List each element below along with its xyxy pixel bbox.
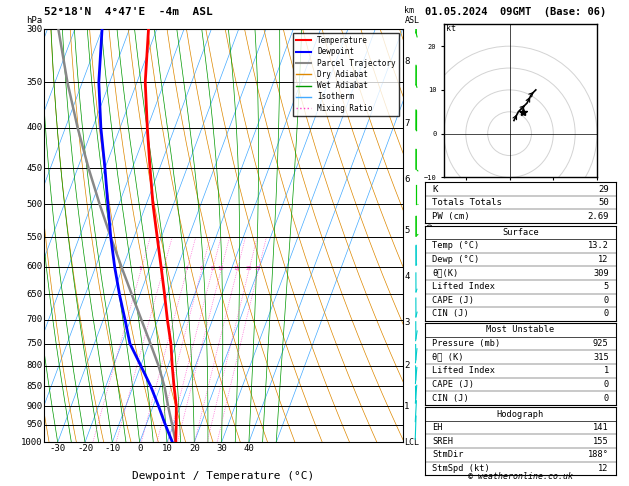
Text: 155: 155 [593,437,609,446]
Text: CIN (J): CIN (J) [432,310,469,318]
Text: hPa: hPa [26,16,42,25]
Text: 500: 500 [26,200,42,209]
Text: 750: 750 [26,339,42,348]
Text: Hodograph: Hodograph [497,410,544,418]
Text: 4: 4 [404,272,409,280]
Text: LCL: LCL [404,438,420,447]
Text: 40: 40 [243,444,254,453]
Text: EH: EH [432,423,443,432]
Text: 600: 600 [26,262,42,272]
Text: 01.05.2024  09GMT  (Base: 06): 01.05.2024 09GMT (Base: 06) [425,7,606,17]
Text: 5: 5 [603,282,609,291]
Text: 0: 0 [603,394,609,402]
Text: 0: 0 [137,444,142,453]
Text: Temp (°C): Temp (°C) [432,242,479,250]
Text: 950: 950 [26,420,42,429]
Text: -20: -20 [77,444,93,453]
Text: 7: 7 [404,119,409,128]
Text: Lifted Index: Lifted Index [432,366,495,375]
Text: Most Unstable: Most Unstable [486,326,555,334]
Text: 400: 400 [26,123,42,132]
Text: Mixing Ratio (g/kg): Mixing Ratio (g/kg) [426,188,435,283]
Text: 5: 5 [404,226,409,235]
Text: Pressure (mb): Pressure (mb) [432,339,501,348]
Text: Totals Totals: Totals Totals [432,198,502,207]
Text: 0: 0 [603,380,609,389]
Text: 1: 1 [603,366,609,375]
Text: 13.2: 13.2 [587,242,609,250]
Text: 6: 6 [404,175,409,184]
Text: © weatheronline.co.uk: © weatheronline.co.uk [469,472,573,481]
Text: 309: 309 [593,269,609,278]
Text: 925: 925 [593,339,609,348]
Text: -30: -30 [50,444,66,453]
Text: 850: 850 [26,382,42,391]
Text: 188°: 188° [587,451,609,459]
Text: 4: 4 [184,266,188,271]
Text: 30: 30 [216,444,227,453]
Text: CAPE (J): CAPE (J) [432,380,474,389]
Text: 141: 141 [593,423,609,432]
Text: 1: 1 [404,401,409,411]
Text: 20: 20 [189,444,199,453]
Text: km
ASL: km ASL [404,6,420,25]
Text: Dewp (°C): Dewp (°C) [432,255,479,264]
Text: PW (cm): PW (cm) [432,212,470,221]
Text: StmDir: StmDir [432,451,464,459]
Text: 300: 300 [26,25,42,34]
Text: 550: 550 [26,233,42,242]
Text: 10: 10 [162,444,172,453]
Text: CAPE (J): CAPE (J) [432,296,474,305]
Text: 900: 900 [26,401,42,411]
Text: θᴁ (K): θᴁ (K) [432,353,464,362]
Text: 650: 650 [26,290,42,299]
Text: 1000: 1000 [21,438,42,447]
Text: 15: 15 [233,266,240,271]
Text: 0: 0 [603,296,609,305]
Text: 2: 2 [161,266,164,271]
Legend: Temperature, Dewpoint, Parcel Trajectory, Dry Adiabat, Wet Adiabat, Isotherm, Mi: Temperature, Dewpoint, Parcel Trajectory… [292,33,399,116]
Text: 800: 800 [26,361,42,370]
Text: 50: 50 [598,198,609,207]
Text: 25: 25 [255,266,261,271]
Text: kt: kt [446,24,456,33]
Text: CIN (J): CIN (J) [432,394,469,402]
Text: K: K [432,185,438,193]
Text: Surface: Surface [502,228,539,237]
Text: 2.69: 2.69 [587,212,609,221]
Text: 52°18'N  4°47'E  -4m  ASL: 52°18'N 4°47'E -4m ASL [44,7,213,17]
Text: 10: 10 [217,266,224,271]
Text: 6: 6 [199,266,203,271]
Text: SREH: SREH [432,437,454,446]
Text: 1: 1 [138,266,142,271]
Text: 315: 315 [593,353,609,362]
Text: 8: 8 [404,57,409,67]
Text: 0: 0 [603,310,609,318]
Text: 350: 350 [26,78,42,87]
Text: 12: 12 [598,255,609,264]
Text: 450: 450 [26,164,42,173]
Text: 8: 8 [210,266,213,271]
Text: 700: 700 [26,315,42,324]
Text: -10: -10 [104,444,120,453]
Text: θᴁ(K): θᴁ(K) [432,269,459,278]
Text: Lifted Index: Lifted Index [432,282,495,291]
Text: 2: 2 [404,361,409,370]
Text: 20: 20 [245,266,252,271]
Text: 12: 12 [598,464,609,473]
Text: 3: 3 [404,318,409,327]
Text: 29: 29 [598,185,609,193]
Text: Dewpoint / Temperature (°C): Dewpoint / Temperature (°C) [132,471,314,481]
Text: StmSpd (kt): StmSpd (kt) [432,464,490,473]
